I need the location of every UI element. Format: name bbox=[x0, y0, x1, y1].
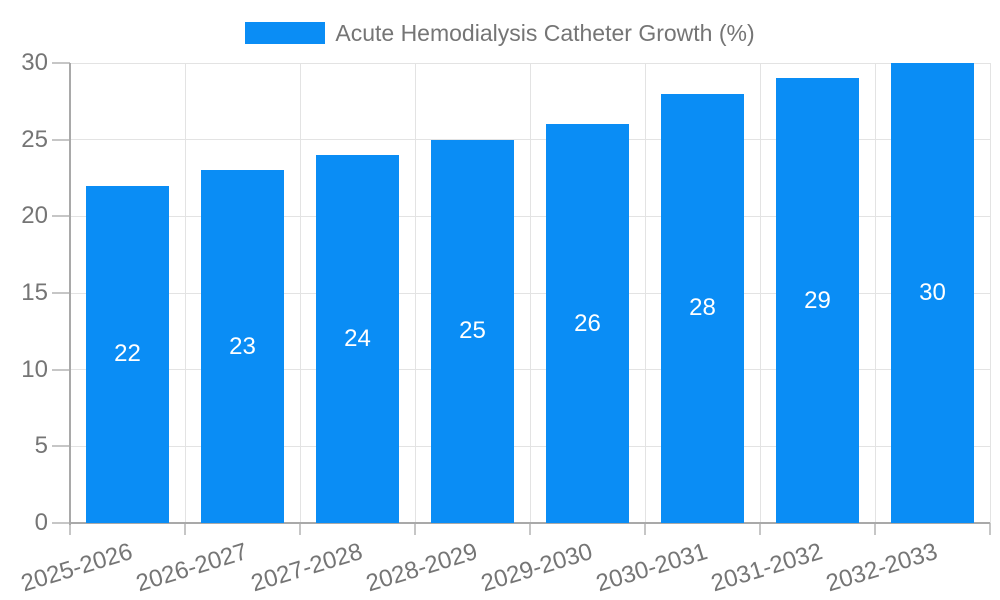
y-axis-line bbox=[69, 63, 71, 525]
bar[interactable] bbox=[546, 124, 629, 523]
x-axis-tick-label: 2025-2026 bbox=[17, 538, 136, 598]
y-axis-tick-label: 20 bbox=[21, 202, 48, 230]
x-tick-mark bbox=[529, 523, 531, 535]
gridline-vertical bbox=[644, 63, 646, 523]
gridline-vertical bbox=[759, 63, 761, 523]
bar[interactable] bbox=[316, 155, 399, 523]
x-axis-line bbox=[70, 522, 990, 524]
gridline-vertical bbox=[299, 63, 301, 523]
x-tick-mark bbox=[69, 523, 71, 535]
y-axis-tick-label: 0 bbox=[34, 509, 48, 536]
bar-value-label: 23 bbox=[229, 332, 256, 360]
y-tick-mark bbox=[52, 292, 70, 294]
x-tick-mark bbox=[759, 523, 761, 535]
x-axis-tick-label: 2026-2027 bbox=[132, 538, 251, 598]
y-tick-mark bbox=[52, 215, 70, 218]
y-axis-tick-label: 5 bbox=[34, 432, 48, 460]
x-tick-mark bbox=[874, 523, 876, 535]
bar-value-label: 28 bbox=[689, 294, 716, 322]
x-axis-tick-label: 2031-2032 bbox=[707, 538, 826, 598]
y-axis-tick-label: 10 bbox=[21, 355, 48, 383]
legend-label: Acute Hemodialysis Catheter Growth (%) bbox=[335, 19, 755, 46]
bar-value-label: 29 bbox=[804, 286, 831, 314]
y-axis-tick-label: 30 bbox=[21, 49, 48, 76]
bar[interactable] bbox=[776, 78, 859, 523]
bar-value-label: 22 bbox=[114, 340, 141, 368]
bar[interactable] bbox=[201, 170, 284, 523]
x-axis-tick-label: 2029-2030 bbox=[477, 538, 596, 598]
y-tick-mark bbox=[52, 522, 70, 524]
bar[interactable] bbox=[431, 139, 514, 523]
x-axis-tick-label: 2030-2031 bbox=[592, 538, 711, 598]
x-tick-mark bbox=[644, 523, 646, 535]
bar-value-label: 24 bbox=[344, 325, 371, 352]
legend-swatch bbox=[245, 22, 326, 44]
x-tick-mark bbox=[414, 523, 416, 535]
x-tick-mark bbox=[299, 523, 301, 535]
gridline-vertical bbox=[529, 63, 531, 523]
gridline-vertical bbox=[184, 63, 186, 523]
gridline-vertical bbox=[989, 63, 991, 523]
y-tick-mark bbox=[52, 368, 70, 371]
bar-value-label: 30 bbox=[919, 279, 946, 306]
y-axis-tick-label: 25 bbox=[21, 125, 48, 153]
x-tick-mark bbox=[184, 523, 186, 535]
bar-value-label: 26 bbox=[574, 309, 601, 337]
bar-value-label: 25 bbox=[459, 317, 486, 345]
bar[interactable] bbox=[661, 93, 744, 523]
x-axis-tick-label: 2027-2028 bbox=[247, 538, 366, 598]
y-tick-mark bbox=[52, 62, 70, 64]
y-tick-mark bbox=[52, 445, 70, 448]
y-axis-tick-label: 15 bbox=[21, 279, 48, 306]
gridline-vertical bbox=[874, 63, 876, 523]
gridline-vertical bbox=[414, 63, 416, 523]
x-tick-mark bbox=[989, 523, 991, 535]
chart-legend[interactable]: Acute Hemodialysis Catheter Growth (%) bbox=[0, 16, 1000, 50]
bar[interactable] bbox=[891, 63, 974, 523]
y-tick-mark bbox=[52, 138, 70, 141]
bar[interactable] bbox=[86, 185, 169, 523]
x-axis-tick-label: 2028-2029 bbox=[362, 538, 481, 598]
x-axis-tick-label: 2032-2033 bbox=[822, 538, 941, 598]
